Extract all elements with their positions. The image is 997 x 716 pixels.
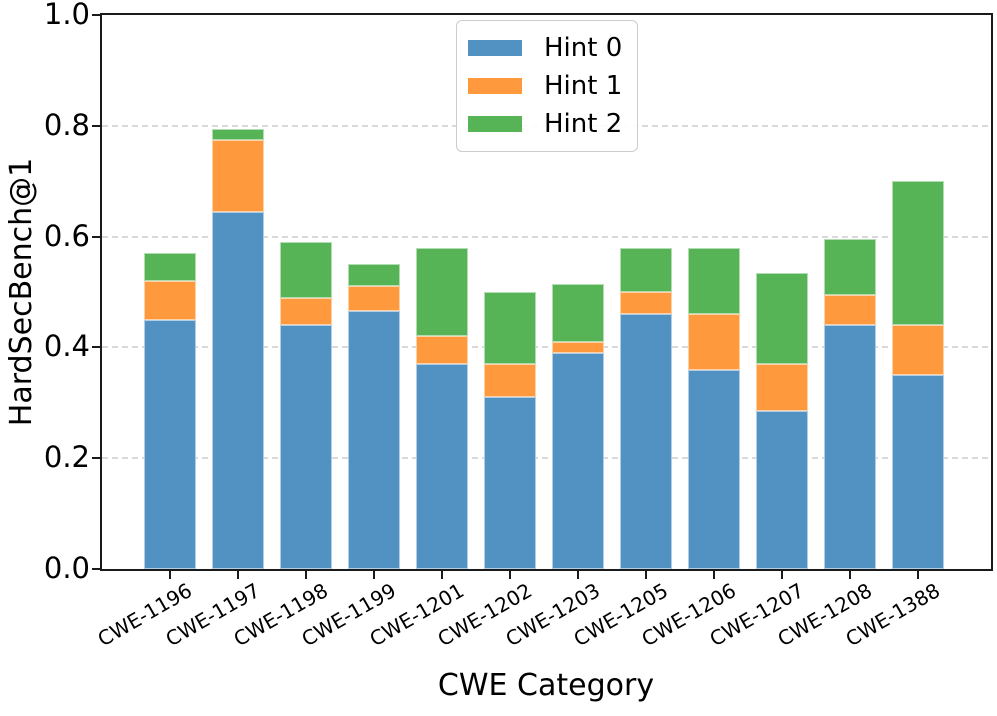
x-tick-mark-cwe-1197 [237, 571, 239, 579]
bar-segment-hint-2-cwe-1208 [824, 239, 876, 295]
y-tick-label: 0.8 [43, 107, 90, 142]
x-tick-mark-cwe-1199 [373, 571, 375, 579]
gridline-0.4 [102, 346, 991, 349]
legend-swatch-hint-0 [468, 40, 522, 56]
bar-segment-hint-1-cwe-1202 [484, 364, 536, 398]
bar-segment-hint-1-cwe-1196 [144, 280, 196, 320]
legend-item-hint-2: Hint 2 [468, 105, 625, 143]
bar-segment-hint-0-cwe-1208 [824, 325, 876, 569]
bar-segment-hint-0-cwe-1196 [144, 319, 196, 569]
y-tick-label: 0.4 [43, 329, 90, 364]
x-tick-mark-cwe-1207 [781, 571, 783, 579]
bar-segment-hint-2-cwe-1199 [348, 264, 400, 287]
y-tick-label: 0.0 [43, 550, 90, 585]
bar-segment-hint-2-cwe-1205 [620, 247, 672, 292]
bar-segment-hint-2-cwe-1203 [552, 283, 604, 342]
bar-segment-hint-1-cwe-1198 [280, 297, 332, 326]
bar-segment-hint-1-cwe-1388 [892, 325, 944, 376]
plot-area: 0.0 0.2 0.4 0.6 0.8 1.0 CWE-1196 CWE-1197 CWE-11… [44, 0, 993, 651]
gridline-0.6 [102, 235, 991, 238]
bar-segment-hint-1-cwe-1197 [212, 139, 264, 212]
legend-label-hint-2: Hint 2 [544, 109, 623, 139]
bar-segment-hint-2-cwe-1206 [688, 247, 740, 315]
bar-segment-hint-0-cwe-1203 [552, 352, 604, 569]
bar-segment-hint-2-cwe-1196 [144, 253, 196, 281]
y-tick-label: 0.2 [43, 440, 90, 475]
gridline-0.2 [102, 457, 991, 460]
bar-segment-hint-1-cwe-1207 [756, 364, 808, 412]
bar-segment-hint-0-cwe-1201 [416, 364, 468, 569]
x-tick-mark-cwe-1196 [169, 571, 171, 579]
bar-segment-hint-0-cwe-1207 [756, 411, 808, 569]
bar-segment-hint-0-cwe-1388 [892, 375, 944, 569]
bar-segment-hint-1-cwe-1205 [620, 292, 672, 315]
bar-segment-hint-2-cwe-1201 [416, 247, 468, 337]
bar-segment-hint-2-cwe-1198 [280, 242, 332, 298]
x-tick-mark-cwe-1201 [441, 571, 443, 579]
bar-segment-hint-2-cwe-1207 [756, 272, 808, 365]
legend-swatch-hint-1 [468, 78, 522, 94]
x-tick-mark-cwe-1206 [713, 571, 715, 579]
bar-segment-hint-1-cwe-1206 [688, 314, 740, 370]
y-tick-mark-0.0 [92, 568, 100, 570]
bar-segment-hint-1-cwe-1199 [348, 286, 400, 312]
y-tick-label: 1.0 [43, 0, 90, 31]
x-tick-mark-cwe-1203 [577, 571, 579, 579]
bar-segment-hint-0-cwe-1206 [688, 369, 740, 569]
y-tick-label: 0.6 [43, 218, 90, 253]
legend: Hint 0 Hint 1 Hint 2 [456, 20, 638, 152]
legend-label-hint-0: Hint 0 [544, 33, 623, 63]
bar-segment-hint-1-cwe-1203 [552, 341, 604, 353]
y-tick-mark-0.8 [92, 124, 100, 127]
bar-segment-hint-2-cwe-1202 [484, 292, 536, 365]
x-tick-mark-cwe-1208 [849, 571, 851, 579]
bar-segment-hint-0-cwe-1205 [620, 314, 672, 569]
x-axis-title: CWE Category [437, 668, 655, 703]
y-axis-title: HardSecBench@1 [4, 157, 39, 427]
bar-segment-hint-0-cwe-1197 [212, 211, 264, 569]
legend-item-hint-0: Hint 0 [468, 29, 625, 67]
y-tick-mark-0.6 [92, 235, 100, 238]
bar-segment-hint-1-cwe-1208 [824, 294, 876, 326]
y-tick-mark-0.4 [92, 346, 100, 349]
bar-segment-hint-1-cwe-1201 [416, 336, 468, 365]
bar-segment-hint-0-cwe-1198 [280, 325, 332, 569]
x-tick-mark-cwe-1205 [645, 571, 647, 579]
bar-segment-hint-2-cwe-1197 [212, 128, 264, 140]
x-tick-mark-cwe-1198 [305, 571, 307, 579]
bar-segment-hint-0-cwe-1202 [484, 397, 536, 569]
y-tick-mark-1.0 [92, 14, 100, 16]
legend-item-hint-1: Hint 1 [468, 67, 625, 105]
y-tick-mark-0.2 [92, 457, 100, 460]
legend-swatch-hint-2 [468, 116, 522, 132]
legend-label-hint-1: Hint 1 [544, 71, 623, 101]
x-tick-mark-cwe-1388 [917, 571, 919, 579]
bar-segment-hint-2-cwe-1388 [892, 181, 944, 326]
x-tick-mark-cwe-1202 [509, 571, 511, 579]
bar-segment-hint-0-cwe-1199 [348, 311, 400, 569]
